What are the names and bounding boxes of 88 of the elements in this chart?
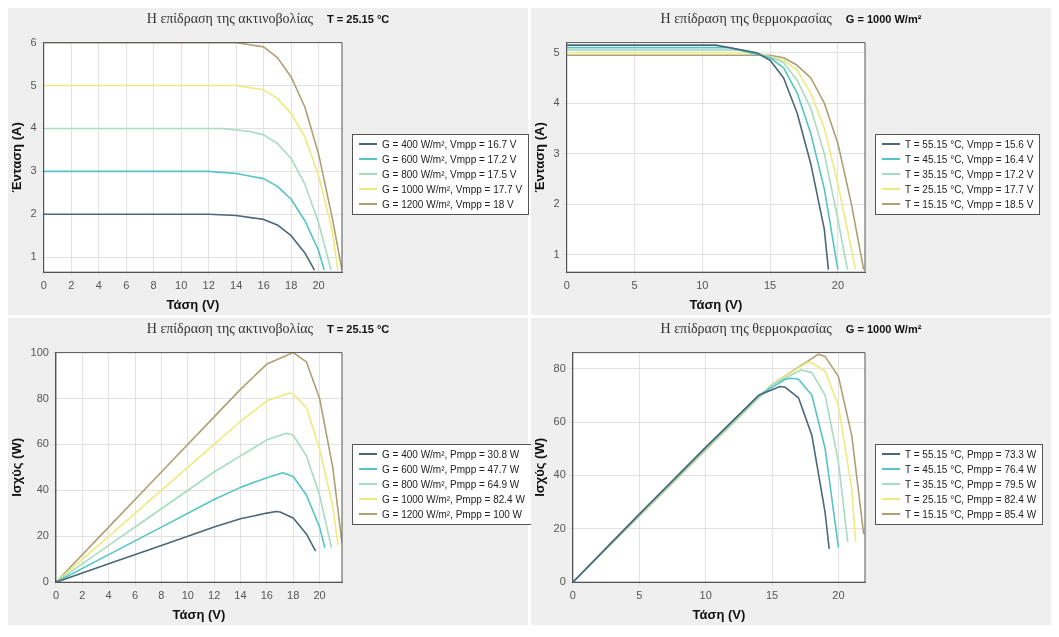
x-tick-label: 2 [79, 588, 86, 601]
x-tick-label: 10 [175, 278, 188, 291]
y-axis-title: Ισχύς (W) [9, 437, 25, 497]
x-tick-label: 4 [95, 278, 102, 291]
x-tick-label: 18 [285, 278, 298, 291]
y-tick-label: 0 [559, 575, 566, 588]
legend-label: T = 55.15 °C, Pmpp = 73.3 W [905, 448, 1037, 460]
x-tick-label: 15 [763, 278, 777, 291]
y-tick-label: 100 [30, 345, 49, 358]
x-tick-label: 20 [313, 588, 326, 601]
legend-label: T = 15.15 °C, Pmpp = 85.4 W [905, 508, 1037, 520]
legend-label: G = 1200 W/m², Vmpp = 18 V [382, 198, 514, 210]
legend-label: T = 45.15 °C, Pmpp = 76.4 W [905, 463, 1037, 475]
x-tick-label: 10 [181, 588, 194, 601]
y-tick-label: 40 [36, 483, 49, 496]
chart-subtitle: G = 1000 W/m² [845, 323, 922, 335]
legend-label: G = 400 W/m², Pmpp = 30.8 W [382, 448, 520, 460]
chart-title: Η επίδραση της θερμοκρασίας [660, 11, 832, 27]
y-tick-label: 3 [30, 164, 37, 177]
y-axis-title: Ένταση (A) [9, 122, 25, 193]
y-tick-label: 4 [30, 121, 37, 134]
y-tick-label: 20 [36, 529, 49, 542]
x-tick-label: 14 [230, 278, 243, 291]
x-tick-label: 8 [158, 588, 165, 601]
y-tick-label: 2 [30, 207, 37, 220]
legend-label: T = 35.15 °C, Pmpp = 79.5 W [905, 478, 1037, 490]
y-tick-label: 1 [30, 250, 37, 263]
legend-label: T = 55.15 °C, Vmpp = 15.6 V [905, 138, 1034, 150]
y-axis-title: Ένταση (A) [532, 122, 548, 193]
y-tick-label: 80 [36, 391, 49, 404]
legend-label: T = 15.15 °C, Vmpp = 18.5 V [905, 198, 1034, 210]
x-tick-label: 5 [636, 588, 643, 601]
y-tick-label: 80 [553, 361, 566, 374]
chart-title: Η επίδραση της ακτινοβολίας [146, 321, 314, 337]
chart-title: Η επίδραση της θερμοκρασίας [660, 321, 832, 337]
x-axis-title: Τάση (V) [689, 296, 743, 312]
y-tick-label: 0 [42, 575, 49, 588]
legend-label: G = 1200 W/m², Pmpp = 100 W [382, 508, 523, 520]
legend-label: G = 1000 W/m², Vmpp = 17.7 V [382, 183, 523, 195]
y-tick-label: 2 [553, 197, 560, 210]
x-axis-title: Τάση (V) [166, 296, 220, 312]
legend-label: T = 35.15 °C, Vmpp = 17.2 V [905, 168, 1034, 180]
legend-label: G = 1000 W/m², Pmpp = 82.4 W [382, 493, 525, 505]
x-axis-title: Τάση (V) [692, 606, 746, 622]
x-tick-label: 14 [234, 588, 247, 601]
y-tick-label: 4 [553, 96, 560, 109]
x-tick-label: 16 [260, 588, 273, 601]
y-tick-label: 6 [30, 35, 37, 48]
x-tick-label: 10 [699, 588, 712, 601]
x-tick-label: 5 [631, 278, 638, 291]
legend-label: T = 25.15 °C, Pmpp = 82.4 W [905, 493, 1037, 505]
x-axis-title: Τάση (V) [172, 606, 226, 622]
x-tick-label: 2 [68, 278, 75, 291]
y-tick-label: 60 [36, 437, 49, 450]
chart-subtitle: G = 1000 W/m² [845, 13, 922, 25]
legend-label: G = 800 W/m², Vmpp = 17.5 V [382, 168, 517, 180]
x-tick-label: 16 [257, 278, 270, 291]
x-tick-label: 12 [208, 588, 221, 601]
legend-label: T = 45.15 °C, Vmpp = 16.4 V [905, 153, 1034, 165]
legend-label: G = 600 W/m², Pmpp = 47.7 W [382, 463, 520, 475]
legend-label: G = 600 W/m², Vmpp = 17.2 V [382, 153, 517, 165]
x-tick-label: 6 [131, 588, 139, 601]
x-tick-label: 12 [202, 278, 215, 291]
x-tick-label: 10 [696, 278, 709, 291]
x-tick-label: 8 [150, 278, 157, 291]
x-tick-label: 20 [312, 278, 325, 291]
chart-title: Η επίδραση της ακτινοβολίας [146, 11, 314, 27]
x-tick-label: 18 [287, 588, 300, 601]
legend-label: G = 400 W/m², Vmpp = 16.7 V [382, 138, 517, 150]
legend-label: G = 800 W/m², Pmpp = 64.9 W [382, 478, 520, 490]
x-tick-label: 6 [123, 278, 130, 291]
chart-subtitle: T = 25.15 °C [327, 323, 390, 335]
x-tick-label: 20 [831, 278, 845, 291]
legend-label: T = 25.15 °C, Vmpp = 17.7 V [905, 183, 1034, 195]
y-tick-label: 5 [553, 45, 560, 58]
x-tick-label: 20 [832, 588, 845, 601]
x-tick-label: 15 [765, 588, 779, 601]
y-tick-label: 60 [553, 415, 566, 428]
x-tick-label: 4 [105, 588, 112, 601]
y-tick-label: 5 [30, 78, 37, 91]
x-tick-label: 0 [52, 588, 60, 601]
y-tick-label: 40 [553, 468, 566, 481]
y-axis-title: Ισχύς (W) [532, 437, 548, 497]
x-tick-label: 0 [569, 588, 576, 601]
y-tick-label: 1 [553, 247, 560, 260]
y-tick-label: 3 [553, 146, 560, 159]
y-tick-label: 20 [553, 521, 566, 534]
chart-subtitle: T = 25.15 °C [327, 13, 390, 25]
